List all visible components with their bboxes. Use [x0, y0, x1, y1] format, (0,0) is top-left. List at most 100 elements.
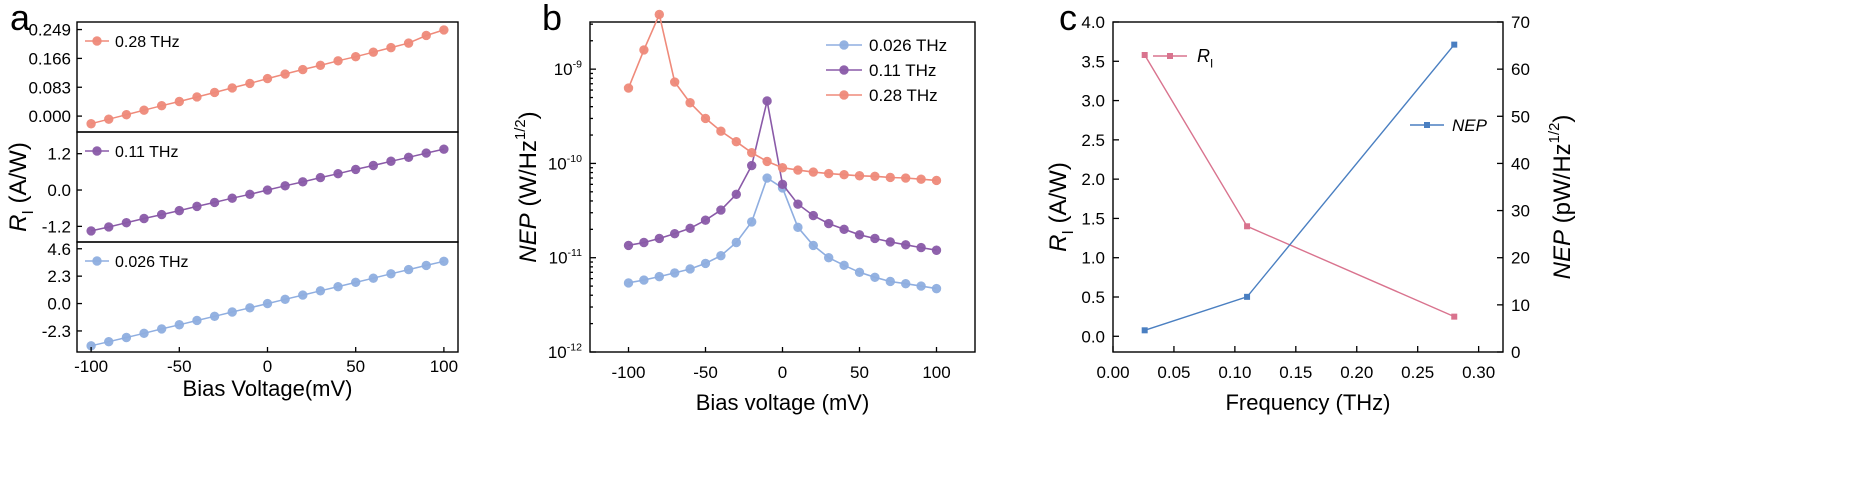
panel-b-data-point [700, 215, 711, 225]
panel-b-ytick-label: 10-9 [554, 58, 582, 79]
panel-c-right-ytick-label: 10 [1511, 296, 1530, 315]
panel-a-ytick-label: 0.000 [28, 107, 71, 126]
panel-b-data-point [900, 240, 911, 250]
panel-c-data-point [1451, 313, 1458, 320]
panel-b-data-point [900, 279, 911, 289]
panel-b-data-point [685, 98, 695, 108]
panel-c-data-point [1141, 327, 1148, 334]
panel-c-right-ytick-label: 70 [1511, 13, 1530, 32]
panel-b-data-point [885, 276, 895, 287]
panel-a-data-point [139, 213, 149, 224]
panel-b-data-point [839, 169, 849, 180]
panel-a-data-point [227, 307, 237, 317]
panel-c-left-ytick-label: 0.5 [1081, 288, 1105, 307]
panel-a-data-point [156, 209, 167, 220]
panel-c-data-point [1244, 293, 1251, 300]
panel-b-xtick-label: 100 [922, 363, 950, 382]
panel-b-data-point [685, 223, 695, 234]
panel-a-ytick-label: 0.0 [47, 181, 71, 200]
panel-b-data-point [777, 163, 788, 173]
panel-b-data-point [654, 9, 664, 20]
panel-c-data-point [1141, 52, 1148, 58]
panel-b-ytick-label: 10-12 [548, 341, 582, 362]
panel-a-legend-marker [92, 256, 102, 266]
panel-c-frame [1112, 21, 1504, 353]
panel-a-x-axis-label: Bias Voltage(mV) [183, 376, 353, 401]
panel-c-legend-marker [1424, 122, 1430, 128]
panel-b-data-point [823, 253, 834, 263]
panel-c-xtick-label: 0.05 [1157, 363, 1190, 382]
panel-a-ytick-label: 1.2 [47, 145, 71, 164]
panel-c-left-ytick-label: 3.5 [1081, 52, 1105, 71]
panel-b-xtick-label: 50 [850, 363, 869, 382]
panel-a-data-point [439, 25, 449, 35]
panel-a-data-point [174, 96, 185, 107]
panel-c-right-ytick-label: 20 [1511, 249, 1530, 268]
panel-c-right-ytick-label: 0 [1511, 343, 1520, 362]
panel-b-data-point [700, 113, 711, 124]
panel-a-data-point [192, 92, 202, 102]
panel-a-data-point [104, 336, 114, 347]
panel-c-right-ytick-label: 60 [1511, 60, 1530, 79]
panel-c-left-ytick-label: 2.0 [1081, 170, 1105, 189]
panel-b-data-point [854, 267, 865, 278]
panel-b-data-point [900, 173, 911, 183]
panel-b-data-point [870, 233, 880, 244]
panel-a-data-point [280, 69, 290, 79]
panel-c-xtick-label: 0.15 [1279, 363, 1312, 382]
panel-b-x-axis-label: Bias voltage (mV) [696, 390, 870, 415]
panel-a-data-point [439, 144, 449, 154]
panel-b-data-point [746, 217, 757, 227]
panel-a-data-point [315, 172, 326, 183]
panel-b-data-point [839, 224, 849, 235]
panel-a-legend-label: 0.11 THz [115, 144, 178, 161]
panel-a-data-point [439, 256, 449, 266]
panel-b-data-point [669, 77, 680, 87]
panel-b-data-point [870, 272, 880, 282]
panel-b-legend-label: 0.11 THz [869, 61, 936, 80]
panel-b-legend-label: 0.026 THz [869, 36, 947, 55]
panel-b-data-point [731, 189, 741, 200]
panel-a-data-point [333, 168, 343, 179]
panel-a-data-point [245, 78, 255, 89]
panel-c-right-y-axis-label: NEP (pW/Hz1/2) [1547, 115, 1576, 280]
panel-b-data-point [916, 281, 926, 291]
panel-b-legend-marker [839, 40, 849, 50]
panel-a-data-point [209, 311, 220, 321]
panel-b-data-point [793, 199, 803, 209]
panel-a-data-point [121, 332, 132, 343]
panel-a-data-point [298, 64, 308, 75]
panel-b-data-point [777, 179, 788, 190]
panel-a-data-point [156, 100, 167, 111]
panel-b-data-point [639, 237, 649, 248]
panel-b-xtick-label: -100 [611, 363, 645, 382]
panel-b-data-point [639, 275, 649, 285]
panel-b-data-point [839, 260, 849, 271]
panel-c-xtick-label: 0.20 [1340, 363, 1373, 382]
panel-a-data-point [386, 42, 396, 53]
panel-a-data-point [192, 201, 202, 212]
panel-b-data-point [931, 283, 942, 294]
panel-a-data-point [368, 47, 379, 57]
panel-c-right-ytick-label: 30 [1511, 202, 1530, 221]
panel-a-ytick-label: 0.249 [28, 21, 71, 40]
panel-c-left-ytick-label: 4.0 [1081, 13, 1105, 32]
panel-a-data-point [368, 273, 379, 283]
panel-a-legend-label: 0.026 THz [115, 254, 189, 271]
panel-c-xtick-label: 0.00 [1096, 363, 1129, 382]
panel-b-data-point [669, 228, 680, 239]
panel-b-data-point [716, 205, 726, 215]
panel-a-ytick-label: 0.166 [28, 49, 71, 68]
panel-a-data-point [403, 152, 414, 163]
panel-a-data-point [262, 73, 273, 84]
panel-a-data-point [333, 56, 343, 66]
panel-c-left-ytick-label: 2.5 [1081, 131, 1105, 150]
panel-b-legend-label: 0.28 THz [869, 86, 938, 105]
panel-c-legend-label: NEP [1452, 116, 1488, 135]
panel-b-data-point [700, 258, 711, 269]
panel-a-data-point [104, 222, 114, 232]
panel-b-data-point [746, 160, 757, 171]
panel-c-data-point [1244, 223, 1251, 230]
panel-a-data-point [139, 105, 149, 115]
panel-b-ytick-label: 10-10 [548, 153, 582, 174]
